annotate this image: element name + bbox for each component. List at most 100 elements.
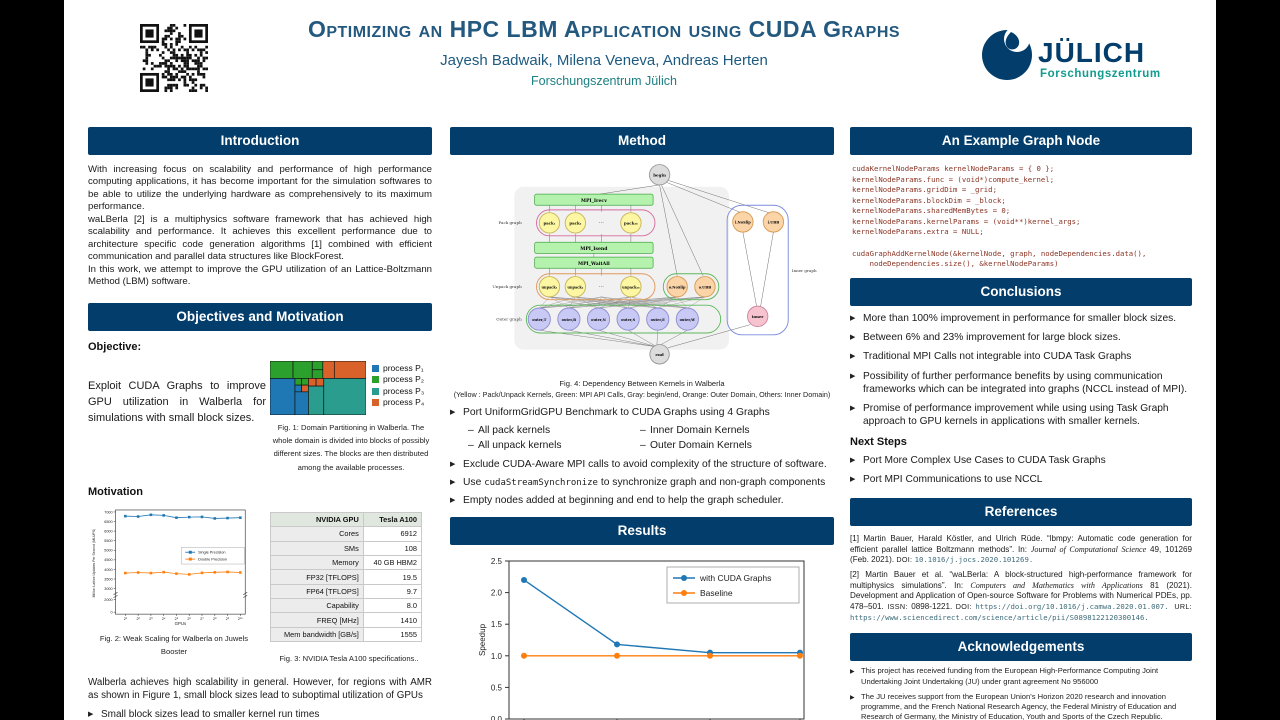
svg-text:6000: 6000 (104, 529, 112, 533)
table-row: Memory 40 GB HBM2 (270, 554, 423, 571)
conclusion-bullet-text: Promise of performance improvement while… (863, 403, 1169, 428)
svg-text:3500: 3500 (104, 577, 112, 581)
bullet-3-pre: Use (463, 477, 485, 489)
node-outer-n: outer,N (591, 318, 607, 322)
node-mpi-waitall: MPI_WaitAll (578, 261, 610, 267)
conclusion-bullet: Between 6% and 23% improvement for large… (850, 331, 1192, 344)
speedup-chart: 0.00.51.01.52.02.564³128³256³320³Fluid C… (478, 557, 805, 720)
spec-value: 1410 (362, 612, 423, 628)
domain-partition-figure (270, 360, 366, 415)
motivation-label: Motivation (88, 485, 143, 498)
svg-text:2.0: 2.0 (491, 588, 503, 597)
conclusions-list: More than 100% improvement in performanc… (850, 312, 1192, 429)
svg-text:2⁷: 2⁷ (200, 617, 204, 621)
legend-entry: process P₄ (372, 397, 424, 408)
section-header-conclusions: Conclusions (850, 277, 1192, 306)
motivation-bullet: Small block sizes lead to smaller kernel… (88, 708, 432, 720)
introduction-paragraph-text: In this work, we attempt to improve the … (88, 263, 432, 288)
introduction-paragraph-text: waLBerla [2] is a multiphysics software … (88, 213, 432, 263)
affiliation: Forschungszentrum Jülich (531, 74, 677, 88)
method-bullet-4-text: Empty nodes added at beginning and end t… (463, 495, 784, 507)
motivation-bullet-text: Small block sizes lead to smaller kernel… (101, 708, 320, 720)
table-row: Cores 6912 (270, 526, 423, 542)
next-steps-label: Next Steps (850, 435, 907, 448)
legend-entry-text: process P₄ (383, 397, 425, 408)
acknowledgements-list: This project has received funding from t… (850, 666, 1192, 720)
sub-item-inner: Inner Domain Kernels (640, 424, 812, 439)
acknowledgement-bullet: The JU receives support from the Europea… (850, 692, 1192, 720)
spec-label: SMs (270, 540, 364, 556)
svg-text:2⁵: 2⁵ (175, 617, 179, 621)
spec-label: Capability (270, 598, 364, 614)
acknowledgement-bullet: This project has received funding from t… (850, 666, 1192, 687)
svg-text:2²: 2² (136, 617, 140, 621)
spec-label: Cores (270, 526, 364, 542)
spec-value: 108 (362, 540, 423, 556)
next-step-bullet-text: Port MPI Communications to use NCCL (863, 473, 1043, 485)
spec-table-header: NVIDIA GPU (270, 511, 364, 528)
table-row: Mem bandwidth [GB/s] 1555 (270, 626, 423, 643)
conclusion-bullet: More than 100% improvement in performanc… (850, 312, 1192, 325)
svg-text:Single Precision: Single Precision (198, 551, 225, 555)
reference-2: [2] Martin Bauer et al. “waLBerla: A blo… (850, 570, 1192, 622)
node-pack26: pack₂₆ (624, 221, 638, 226)
svg-text:2⁶: 2⁶ (187, 617, 191, 621)
legend-entry: process P₃ (372, 386, 424, 397)
right-column: An Example Graph Node cudaKernelNodePara… (850, 127, 1192, 720)
svg-text:GPUs: GPUs (175, 621, 187, 626)
svg-text:Double Precision: Double Precision (198, 557, 227, 561)
svg-text:Speedup: Speedup (478, 623, 487, 656)
pack-ellipsis: ⋯ (599, 221, 605, 227)
cuda-code-block: cudaKernelNodeParams kernelNodeParams = … (852, 164, 1147, 269)
spec-value: 40 GB HBM2 (362, 554, 423, 571)
sub-item-inner-text: Inner Domain Kernels (650, 424, 750, 436)
pack-graph-label: Pack graph (499, 220, 523, 225)
legend-entry-text: process P₂ (383, 374, 425, 385)
objective-row: Exploit CUDA Graphs to improve GPU utili… (88, 360, 432, 474)
legend-swatch (372, 376, 379, 384)
bullet-3-code: cudaStreamSynchronize (484, 478, 598, 489)
figure-1: process P₁ process P₂ process P₃ process P₄… (270, 360, 432, 474)
figure-1-legend: process P₁ process P₂ process P₃ process P₄ (372, 363, 424, 409)
legend-swatch (372, 364, 379, 372)
legend-swatch (372, 387, 379, 395)
svg-text:1.0: 1.0 (491, 652, 503, 661)
table-row: FREQ [MHz] 1410 (270, 612, 423, 628)
next-step-bullet-text: Port More Complex Use Cases to CUDA Task… (863, 454, 1106, 466)
node-outer-b: outer,B (562, 318, 577, 322)
spec-label: FP32 [TFLOPS] (270, 569, 364, 585)
svg-text:with CUDA Graphs: with CUDA Graphs (699, 573, 771, 583)
svg-text:2¹: 2¹ (124, 617, 128, 621)
section-header-results: Results (450, 516, 834, 545)
svg-text:3000: 3000 (104, 587, 112, 591)
spec-value: 19.5 (362, 569, 423, 585)
section-header-references: References (850, 498, 1192, 527)
section-header-objectives: Objectives and Motivation (88, 302, 432, 331)
svg-text:2⁸: 2⁸ (213, 617, 217, 621)
node-outer-w: outer,W (680, 318, 696, 322)
unpack-graph-label: Unpack graph (492, 284, 522, 289)
inner-graph-label: Inner graph (792, 268, 817, 273)
conclusion-bullet: Traditional MPI Calls not integrable int… (850, 350, 1192, 363)
spec-label: FP64 [TFLOPS] (270, 583, 364, 600)
reference-1: [1] Martin Bauer, Harald Köstler, and Ul… (850, 534, 1192, 565)
svg-text:Million Lattice Updates Per Se: Million Lattice Updates Per Second (MLUP… (92, 529, 96, 598)
node-unpack2: unpack₂ (567, 285, 583, 289)
method-bullet-4: Empty nodes added at beginning and end t… (450, 494, 834, 507)
figure-4: MPI_Irecv MPI_Isend MPI_WaitAll begin en… (450, 159, 834, 401)
section-header-example: An Example Graph Node (850, 127, 1192, 155)
figure-2-caption: Fig. 2: Weak Scaling for Walberla on Juw… (99, 633, 249, 657)
next-step-bullet: Port More Complex Use Cases to CUDA Task… (850, 454, 1192, 467)
left-column: Introduction With increasing focus on sc… (88, 127, 432, 720)
motivation-closing: Walberla achieves high scalability in ge… (88, 677, 432, 702)
conclusion-bullet: Promise of performance improvement while… (850, 402, 1192, 429)
svg-text:0.0: 0.0 (491, 715, 503, 720)
references-list: [1] Martin Bauer, Harald Köstler, and Ul… (850, 534, 1192, 623)
node-pack2: pack₂ (569, 221, 581, 226)
acknowledgement-bullet-text: The JU receives support from the Europea… (861, 691, 1177, 720)
spec-value: 8.0 (362, 598, 423, 614)
gpu-spec-table: NVIDIA GPU Tesla A100 Cores 6912 SMs 108 Memor… (270, 511, 423, 643)
svg-text:6500: 6500 (104, 520, 112, 524)
legend-entry-text: process P₃ (383, 385, 425, 396)
